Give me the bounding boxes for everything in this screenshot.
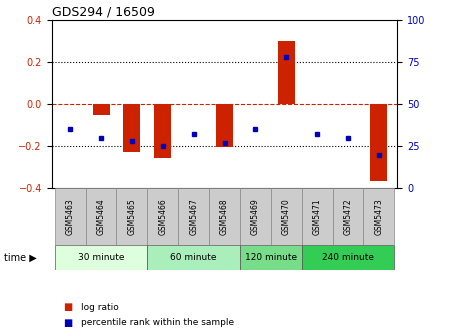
Text: GDS294 / 16509: GDS294 / 16509: [52, 6, 154, 19]
Text: GSM5470: GSM5470: [282, 198, 291, 235]
Text: GSM5468: GSM5468: [220, 198, 229, 235]
Bar: [123, 104, 141, 153]
Text: GSM5466: GSM5466: [158, 198, 167, 235]
Bar: [116, 188, 147, 245]
Text: GSM5467: GSM5467: [189, 198, 198, 235]
Bar: [363, 188, 394, 245]
Bar: [240, 245, 302, 270]
Text: 240 minute: 240 minute: [322, 253, 374, 262]
Bar: [278, 41, 295, 104]
Bar: [370, 104, 387, 181]
Text: time ▶: time ▶: [4, 253, 37, 263]
Text: log ratio: log ratio: [81, 303, 119, 312]
Bar: [302, 188, 333, 245]
Bar: [55, 188, 86, 245]
Text: ■: ■: [63, 318, 72, 328]
Bar: [240, 188, 271, 245]
Text: GSM5472: GSM5472: [343, 198, 352, 235]
Text: GSM5473: GSM5473: [374, 198, 383, 235]
Bar: [55, 245, 147, 270]
Text: GSM5464: GSM5464: [97, 198, 106, 235]
Bar: [209, 188, 240, 245]
Bar: [302, 245, 394, 270]
Bar: [178, 188, 209, 245]
Text: GSM5471: GSM5471: [313, 198, 321, 235]
Text: 30 minute: 30 minute: [78, 253, 124, 262]
Bar: [333, 188, 363, 245]
Bar: [216, 104, 233, 147]
Text: GSM5469: GSM5469: [251, 198, 260, 235]
Bar: [147, 245, 240, 270]
Text: GSM5463: GSM5463: [66, 198, 75, 235]
Text: 60 minute: 60 minute: [170, 253, 217, 262]
Bar: [271, 188, 302, 245]
Text: ■: ■: [63, 302, 72, 312]
Text: 120 minute: 120 minute: [245, 253, 297, 262]
Text: percentile rank within the sample: percentile rank within the sample: [81, 318, 234, 327]
Bar: [154, 104, 171, 158]
Bar: [147, 188, 178, 245]
Bar: [92, 104, 110, 115]
Bar: [86, 188, 116, 245]
Text: GSM5465: GSM5465: [128, 198, 136, 235]
